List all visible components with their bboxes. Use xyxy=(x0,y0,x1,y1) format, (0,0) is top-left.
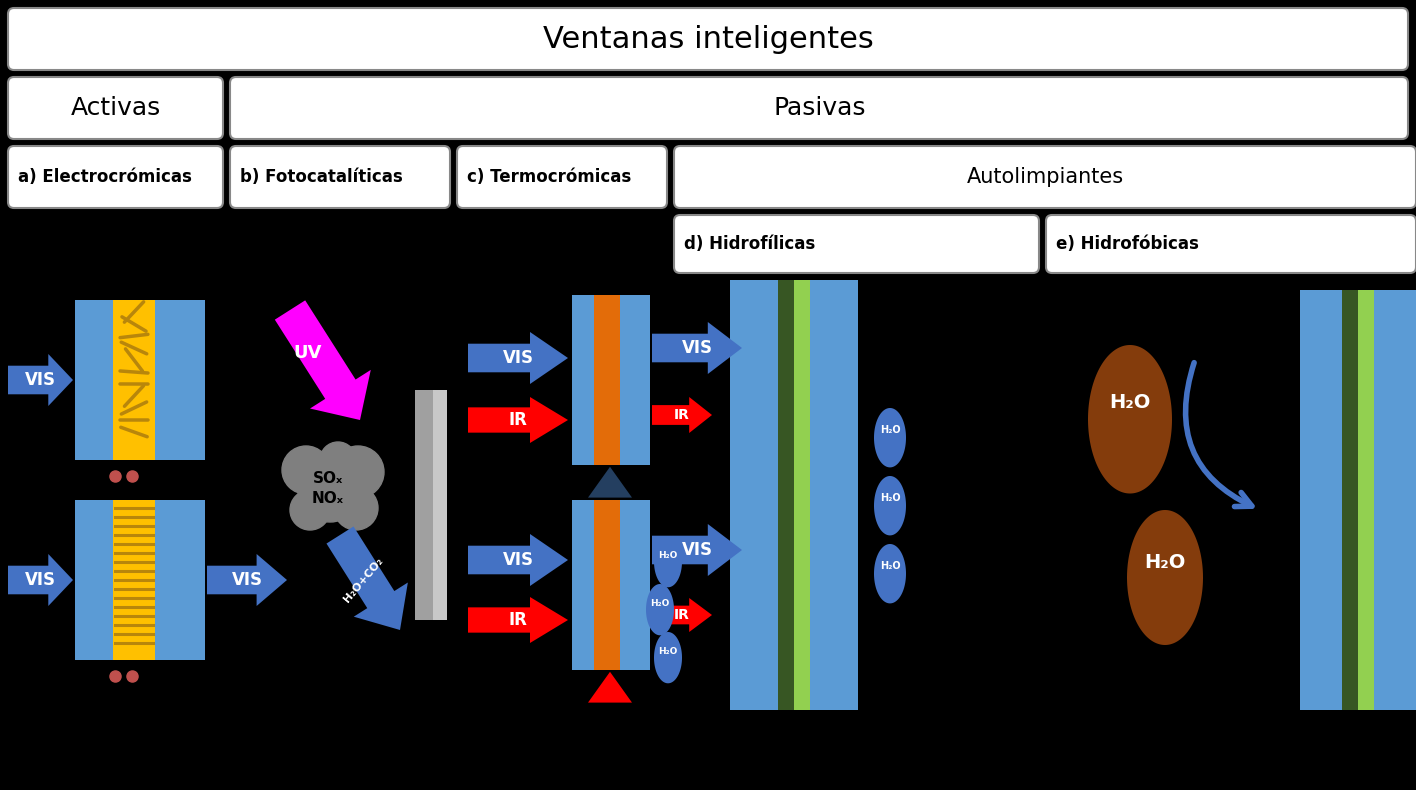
Text: VIS: VIS xyxy=(25,571,57,589)
Text: Activas: Activas xyxy=(71,96,161,120)
Text: Pasivas: Pasivas xyxy=(773,96,867,120)
Bar xyxy=(113,500,154,660)
Circle shape xyxy=(331,446,384,498)
Text: VIS: VIS xyxy=(681,541,712,559)
Bar xyxy=(572,500,593,670)
Polygon shape xyxy=(651,322,742,374)
FancyBboxPatch shape xyxy=(674,215,1039,273)
Bar xyxy=(75,500,113,660)
FancyBboxPatch shape xyxy=(229,146,450,208)
Polygon shape xyxy=(1127,510,1204,645)
Polygon shape xyxy=(874,544,906,604)
Polygon shape xyxy=(654,632,683,683)
Circle shape xyxy=(320,442,355,478)
Text: d) Hidrofílicas: d) Hidrofílicas xyxy=(684,235,816,253)
Circle shape xyxy=(290,490,330,530)
Bar xyxy=(415,390,433,620)
Text: H₂O+CO₂: H₂O+CO₂ xyxy=(343,555,385,604)
Bar xyxy=(113,300,154,460)
Text: H₂O: H₂O xyxy=(658,646,678,656)
Text: b) Fotocatalíticas: b) Fotocatalíticas xyxy=(239,168,402,186)
Polygon shape xyxy=(588,672,632,702)
Text: VIS: VIS xyxy=(231,571,262,589)
Text: H₂O: H₂O xyxy=(879,561,901,571)
FancyBboxPatch shape xyxy=(1046,215,1416,273)
Bar xyxy=(1342,290,1358,710)
Bar xyxy=(620,500,650,670)
Polygon shape xyxy=(654,536,683,587)
Bar xyxy=(75,300,113,460)
Polygon shape xyxy=(469,397,568,443)
Text: Ventanas inteligentes: Ventanas inteligentes xyxy=(542,24,874,54)
Polygon shape xyxy=(207,554,287,606)
Text: VIS: VIS xyxy=(503,551,534,569)
Text: c) Termocrómicas: c) Termocrómicas xyxy=(467,168,632,186)
FancyBboxPatch shape xyxy=(8,77,222,139)
Bar xyxy=(810,280,858,710)
Polygon shape xyxy=(1087,345,1172,494)
FancyBboxPatch shape xyxy=(457,146,667,208)
Polygon shape xyxy=(327,526,408,630)
Circle shape xyxy=(282,446,330,494)
Text: IR: IR xyxy=(674,408,690,422)
Bar xyxy=(154,500,205,660)
Text: Autolimpiantes: Autolimpiantes xyxy=(967,167,1123,187)
Bar xyxy=(1358,290,1374,710)
Text: a) Electrocrómicas: a) Electrocrómicas xyxy=(18,168,193,186)
Polygon shape xyxy=(469,534,568,586)
Text: IR: IR xyxy=(674,608,690,622)
Polygon shape xyxy=(874,408,906,468)
Text: UV: UV xyxy=(293,344,321,362)
Text: H₂O: H₂O xyxy=(1109,393,1151,412)
Text: H₂O: H₂O xyxy=(879,493,901,503)
Polygon shape xyxy=(651,397,712,433)
Text: SOₓ: SOₓ xyxy=(313,471,343,486)
Bar xyxy=(1300,290,1342,710)
FancyBboxPatch shape xyxy=(674,146,1416,208)
Circle shape xyxy=(297,458,362,522)
Polygon shape xyxy=(651,598,712,632)
Bar xyxy=(572,295,593,465)
Polygon shape xyxy=(469,332,568,384)
Text: VIS: VIS xyxy=(681,339,712,357)
Bar xyxy=(154,300,205,460)
Bar xyxy=(593,295,620,465)
Text: H₂O: H₂O xyxy=(658,551,678,559)
Text: e) Hidrofóbicas: e) Hidrofóbicas xyxy=(1056,235,1199,253)
Polygon shape xyxy=(874,476,906,536)
Text: H₂O: H₂O xyxy=(1144,552,1185,571)
Polygon shape xyxy=(8,554,74,606)
Text: IR: IR xyxy=(508,411,527,429)
Bar xyxy=(433,390,447,620)
FancyBboxPatch shape xyxy=(229,77,1408,139)
Text: VIS: VIS xyxy=(503,349,534,367)
Bar xyxy=(620,295,650,465)
Polygon shape xyxy=(588,467,632,498)
Polygon shape xyxy=(469,597,568,643)
Bar xyxy=(1374,290,1416,710)
Polygon shape xyxy=(275,300,371,420)
FancyBboxPatch shape xyxy=(8,8,1408,70)
Bar xyxy=(794,280,810,710)
Text: H₂O: H₂O xyxy=(650,599,670,608)
FancyBboxPatch shape xyxy=(8,146,222,208)
Bar xyxy=(777,280,794,710)
Text: VIS: VIS xyxy=(25,371,57,389)
Polygon shape xyxy=(8,354,74,406)
Text: IR: IR xyxy=(508,611,527,629)
Bar xyxy=(731,280,777,710)
Text: NOₓ: NOₓ xyxy=(312,491,344,506)
Circle shape xyxy=(334,486,378,530)
Polygon shape xyxy=(646,584,674,635)
Polygon shape xyxy=(651,524,742,576)
Bar xyxy=(593,500,620,670)
Text: H₂O: H₂O xyxy=(879,425,901,435)
